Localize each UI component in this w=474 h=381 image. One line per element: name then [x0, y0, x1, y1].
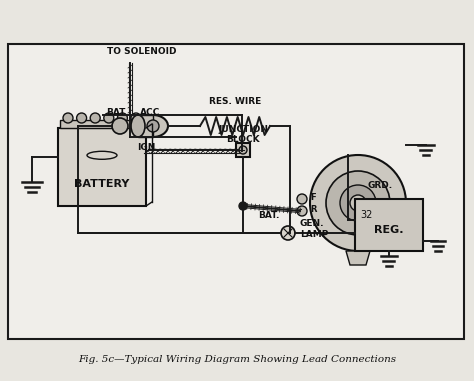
- Circle shape: [310, 155, 406, 251]
- Text: 32: 32: [361, 210, 373, 220]
- Text: ACC: ACC: [140, 108, 160, 117]
- Circle shape: [90, 113, 100, 123]
- Circle shape: [326, 171, 390, 235]
- Polygon shape: [346, 251, 370, 265]
- Circle shape: [131, 113, 141, 123]
- Bar: [8, 44, 464, 339]
- Text: BATTERY: BATTERY: [74, 179, 130, 189]
- Text: JUNCTION
BLOCK: JUNCTION BLOCK: [218, 125, 268, 144]
- Text: TO SOLENOID: TO SOLENOID: [107, 47, 177, 56]
- Bar: [58, 128, 146, 206]
- Ellipse shape: [138, 115, 168, 137]
- Circle shape: [239, 146, 247, 154]
- Text: F: F: [310, 192, 316, 202]
- Circle shape: [118, 113, 128, 123]
- Circle shape: [147, 120, 159, 132]
- Bar: [60, 120, 144, 128]
- Circle shape: [104, 113, 114, 123]
- Circle shape: [350, 195, 366, 211]
- Circle shape: [340, 185, 376, 221]
- Bar: [138, 115, 153, 137]
- Text: RES. WIRE: RES. WIRE: [209, 97, 261, 106]
- Text: BAT.: BAT.: [258, 210, 279, 219]
- Circle shape: [281, 226, 295, 240]
- Circle shape: [297, 194, 307, 204]
- Circle shape: [297, 206, 307, 216]
- Bar: [236, 143, 250, 157]
- Text: GRD.: GRD.: [368, 181, 393, 189]
- Circle shape: [77, 113, 87, 123]
- Circle shape: [63, 113, 73, 123]
- Text: REG.: REG.: [374, 225, 404, 235]
- Ellipse shape: [87, 151, 117, 159]
- Text: GEN.
LAMP: GEN. LAMP: [300, 219, 328, 239]
- Text: R: R: [310, 205, 317, 213]
- Circle shape: [239, 202, 247, 210]
- Circle shape: [112, 118, 128, 134]
- Ellipse shape: [131, 115, 145, 137]
- Bar: [355, 199, 423, 251]
- Text: IGN: IGN: [137, 143, 155, 152]
- Text: Fig. 5c—Typical Wiring Diagram Showing Lead Connections: Fig. 5c—Typical Wiring Diagram Showing L…: [78, 354, 396, 363]
- Text: BAT: BAT: [106, 108, 126, 117]
